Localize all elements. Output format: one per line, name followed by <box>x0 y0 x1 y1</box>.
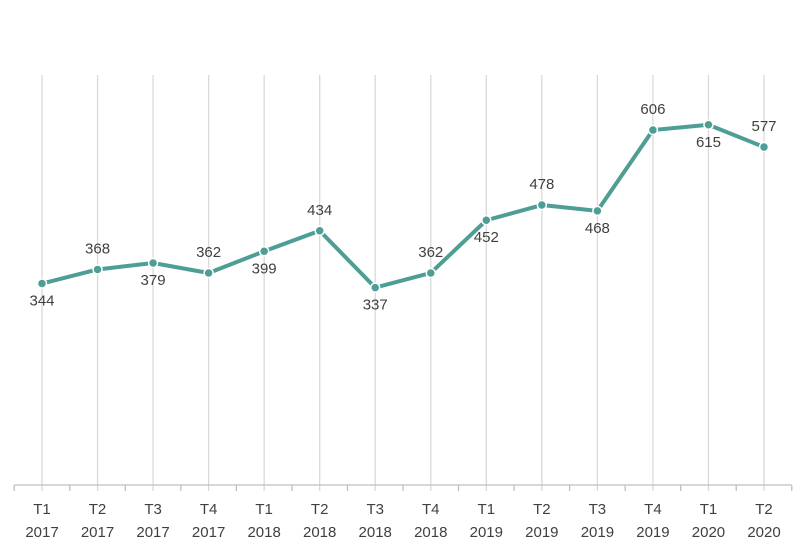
data-label: 337 <box>363 297 388 314</box>
data-point <box>203 267 214 279</box>
data-label: 606 <box>640 101 665 118</box>
x-tick-label: T4 <box>644 501 662 518</box>
data-point <box>314 225 325 237</box>
data-point <box>592 205 603 217</box>
data-point <box>425 267 437 279</box>
x-tick-label: 2018 <box>303 524 336 541</box>
x-tick-label: 2018 <box>247 524 280 541</box>
x-tick-label: T1 <box>255 501 273 518</box>
x-tick-label: T2 <box>89 501 107 518</box>
data-label: 452 <box>474 229 499 246</box>
data-point <box>92 264 103 275</box>
x-tick-label: 2017 <box>136 524 169 541</box>
x-tick-label: T2 <box>311 501 329 518</box>
data-point <box>36 278 48 289</box>
x-tick-label: 2017 <box>25 524 58 541</box>
x-tick-label: T3 <box>589 501 607 518</box>
x-tick-label: 2020 <box>747 524 780 541</box>
x-tick-label: T3 <box>144 501 162 518</box>
data-point <box>536 199 548 211</box>
x-tick-label: 2019 <box>470 524 503 541</box>
data-point <box>258 246 270 257</box>
data-line <box>41 122 765 290</box>
x-tick-label: 2017 <box>192 524 225 541</box>
x-tick-label: T3 <box>366 501 384 518</box>
data-label: 468 <box>585 220 610 237</box>
data-label: 399 <box>252 260 277 277</box>
x-tick-label: 2020 <box>692 524 725 541</box>
x-tick-label: T1 <box>33 501 51 518</box>
data-label: 577 <box>751 118 776 135</box>
x-tick-label: T4 <box>200 501 218 518</box>
data-label: 344 <box>29 292 54 309</box>
data-point <box>647 124 659 136</box>
data-label: 362 <box>196 244 221 261</box>
x-tick-label: T4 <box>422 501 440 518</box>
x-tick-label: 2017 <box>81 524 114 541</box>
data-point <box>481 215 492 226</box>
data-label: 615 <box>696 134 721 151</box>
x-tick-label: 2018 <box>414 524 447 541</box>
x-tick-label: T1 <box>478 501 496 518</box>
data-point <box>703 119 714 131</box>
data-label: 478 <box>529 176 554 193</box>
data-point <box>147 257 159 269</box>
data-label: 379 <box>141 272 166 289</box>
data-point <box>369 282 381 293</box>
x-tick-label: T2 <box>533 501 551 518</box>
x-tick-label: 2019 <box>525 524 558 541</box>
data-label: 434 <box>307 202 332 219</box>
x-tick-label: 2019 <box>636 524 669 541</box>
x-tick-label: T1 <box>700 501 718 518</box>
x-tick-label: 2018 <box>359 524 392 541</box>
data-label: 362 <box>418 244 443 261</box>
data-label: 368 <box>85 240 110 257</box>
data-point <box>758 141 770 153</box>
x-tick-label: 2019 <box>581 524 614 541</box>
x-tick-label: T2 <box>755 501 773 518</box>
